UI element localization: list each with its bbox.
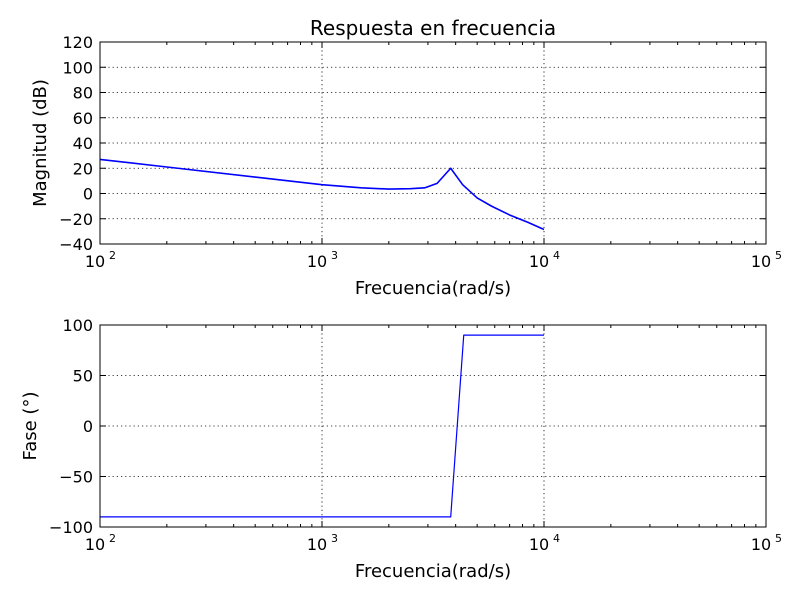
magnitude-x-axis-label: Frecuencia(rad/s) bbox=[355, 278, 511, 299]
magnitude-y-tick-label: −40 bbox=[59, 235, 93, 254]
magnitude-series-line bbox=[99, 158, 545, 231]
phase-x-tick-exponent: 5 bbox=[775, 532, 782, 545]
chart-title: Respuesta en frecuencia bbox=[310, 16, 556, 40]
magnitude-y-tick-label: −20 bbox=[59, 210, 93, 229]
magnitude-x-tick-exponent: 4 bbox=[553, 249, 560, 262]
phase-y-tick-label: 100 bbox=[62, 316, 93, 335]
phase-y-tick-label: −50 bbox=[59, 468, 93, 487]
magnitude-y-tick-label: 20 bbox=[73, 159, 93, 178]
magnitude-y-tick-label: 60 bbox=[73, 109, 93, 128]
phase-panel: 10 2 10 3 10 4 10 5 −100 −50 0 50 100 bbox=[49, 316, 782, 554]
phase-x-tick-exponent: 2 bbox=[109, 532, 116, 545]
phase-x-axis-label: Frecuencia(rad/s) bbox=[355, 561, 511, 582]
phase-x-tick-exponent: 4 bbox=[553, 532, 560, 545]
phase-y-tick-label: −100 bbox=[49, 518, 93, 537]
magnitude-y-tick-label: 40 bbox=[73, 134, 93, 153]
phase-x-tick-exponent: 3 bbox=[331, 532, 338, 545]
magnitude-x-tick-label: 10 bbox=[85, 252, 105, 271]
magnitude-panel: 10 2 10 3 10 4 10 5 −40 −20 0 20 40 60 80 100 120 bbox=[59, 33, 782, 271]
magnitude-x-tick-label: 10 bbox=[307, 252, 327, 271]
phase-x-tick-label: 10 bbox=[85, 535, 105, 554]
phase-x-tick-label: 10 bbox=[751, 535, 771, 554]
magnitude-y-tick-label: 80 bbox=[73, 84, 93, 103]
phase-y-tick-label: 0 bbox=[83, 417, 93, 436]
phase-y-tick-label: 50 bbox=[73, 367, 93, 386]
magnitude-y-tick-label: 120 bbox=[62, 33, 93, 52]
magnitude-x-tick-exponent: 5 bbox=[775, 249, 782, 262]
magnitude-x-tick-exponent: 2 bbox=[109, 249, 116, 262]
magnitude-x-tick-exponent: 3 bbox=[331, 249, 338, 262]
magnitude-x-tick-label: 10 bbox=[751, 252, 771, 271]
magnitude-y-tick-label: 0 bbox=[83, 185, 93, 204]
magnitude-x-tick-label: 10 bbox=[529, 252, 549, 271]
magnitude-y-axis-label: Magnitud (dB) bbox=[30, 79, 51, 207]
phase-x-tick-label: 10 bbox=[307, 535, 327, 554]
phase-y-axis-label: Fase (°) bbox=[20, 392, 41, 461]
phase-x-tick-label: 10 bbox=[529, 535, 549, 554]
magnitude-y-tick-label: 100 bbox=[62, 58, 93, 77]
phase-series-line bbox=[100, 334, 544, 518]
